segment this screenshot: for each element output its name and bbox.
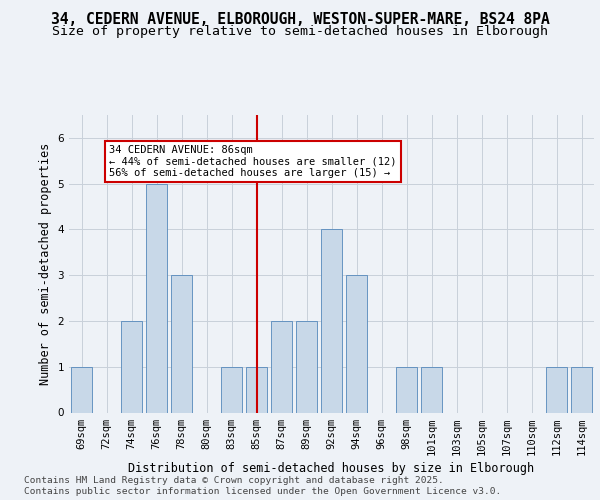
Bar — [421, 366, 442, 412]
Bar — [246, 366, 267, 412]
Bar — [396, 366, 417, 412]
Text: 34 CEDERN AVENUE: 86sqm
← 44% of semi-detached houses are smaller (12)
56% of se: 34 CEDERN AVENUE: 86sqm ← 44% of semi-de… — [109, 145, 397, 178]
Bar — [271, 321, 292, 412]
Bar — [546, 366, 567, 412]
Bar — [296, 321, 317, 412]
Text: Contains public sector information licensed under the Open Government Licence v3: Contains public sector information licen… — [24, 488, 501, 496]
Bar — [121, 321, 142, 412]
Bar — [146, 184, 167, 412]
Text: Contains HM Land Registry data © Crown copyright and database right 2025.: Contains HM Land Registry data © Crown c… — [24, 476, 444, 485]
Bar — [71, 366, 92, 412]
Text: Size of property relative to semi-detached houses in Elborough: Size of property relative to semi-detach… — [52, 25, 548, 38]
Y-axis label: Number of semi-detached properties: Number of semi-detached properties — [39, 142, 52, 385]
Bar — [346, 275, 367, 412]
X-axis label: Distribution of semi-detached houses by size in Elborough: Distribution of semi-detached houses by … — [128, 462, 535, 475]
Bar — [171, 275, 192, 412]
Bar — [321, 230, 342, 412]
Text: 34, CEDERN AVENUE, ELBOROUGH, WESTON-SUPER-MARE, BS24 8PA: 34, CEDERN AVENUE, ELBOROUGH, WESTON-SUP… — [50, 12, 550, 28]
Bar — [221, 366, 242, 412]
Bar — [571, 366, 592, 412]
